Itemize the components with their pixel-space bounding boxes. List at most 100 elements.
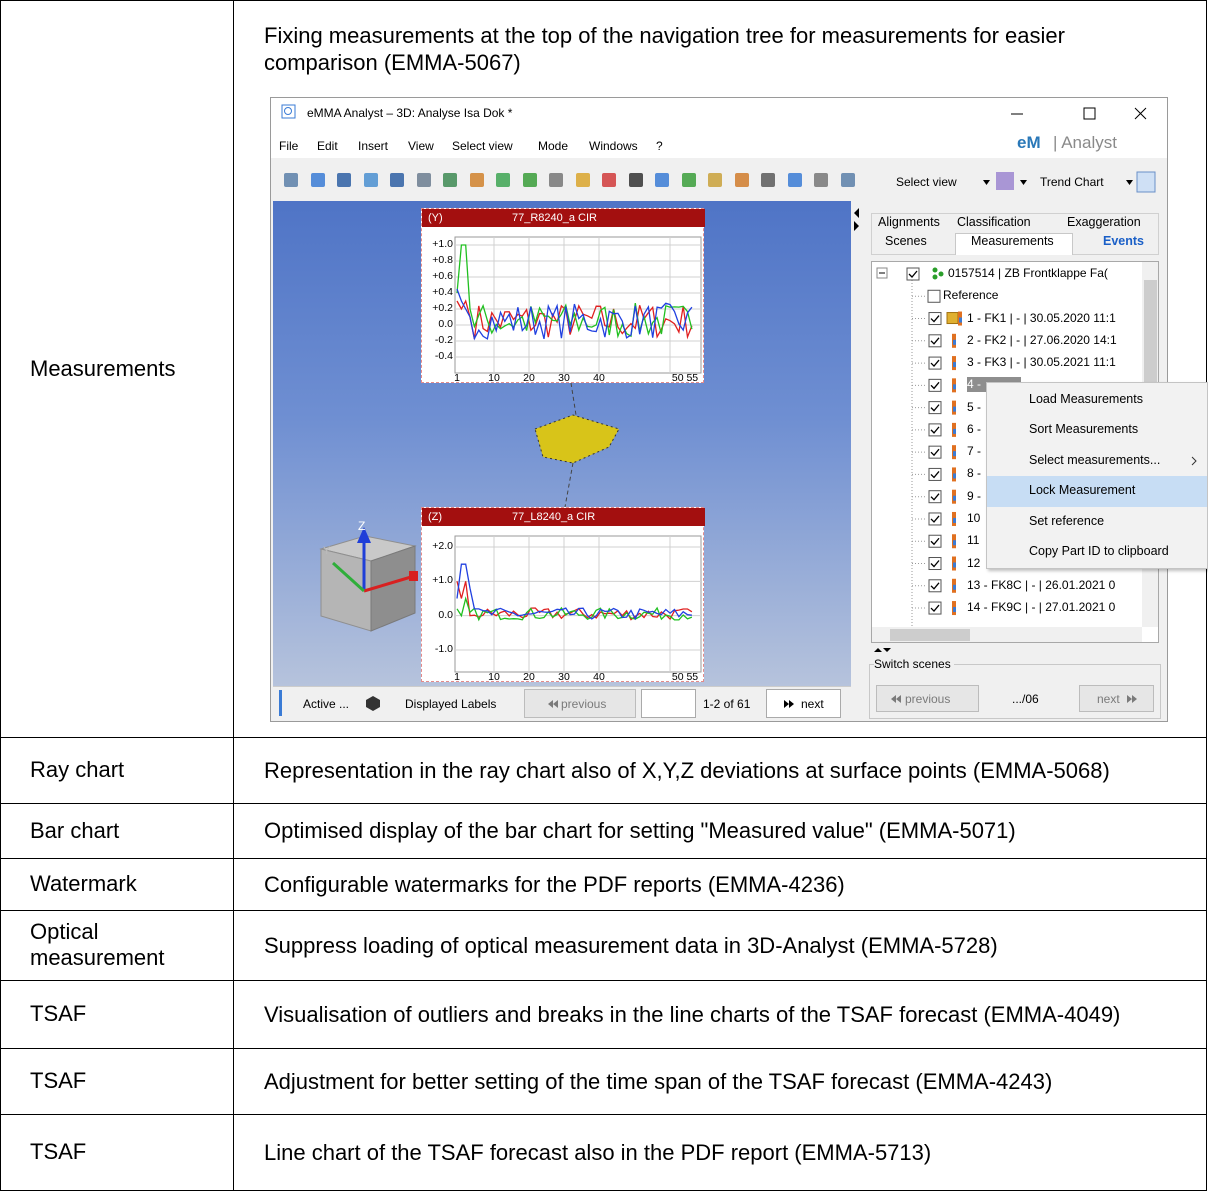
scroll-thumb (890, 629, 970, 641)
checkbox (928, 601, 942, 615)
row-description: Suppress loading of optical measurement … (264, 932, 998, 958)
collapse-arrows (874, 648, 891, 652)
checkmark (930, 582, 940, 590)
tree-item: 6 - (967, 421, 982, 436)
context-menu: Load Measurements Sort Measurements Select… (986, 382, 1208, 569)
icon-shape (469, 173, 484, 187)
toolbar-icon (575, 173, 590, 187)
next-label: next (801, 697, 824, 711)
tab: Classification (957, 215, 1031, 229)
x-tick-label: 40 (593, 372, 605, 384)
switch-scenes-group (869, 664, 1161, 719)
mini-chart: (Z) 77_L8240_a CIR +2.0 +1.0 0.0 -1.0 1 10 20 30 4… (421, 507, 705, 683)
caret (1126, 180, 1133, 185)
axis-z-head (357, 527, 371, 543)
row-divider (0, 910, 1207, 911)
checkbox (928, 512, 942, 526)
context-menu-item: Sort Measurements (1029, 422, 1139, 436)
menu-item: View (408, 139, 434, 153)
checkmark (908, 270, 918, 278)
checkmark (930, 604, 940, 613)
row-divider (0, 980, 1207, 981)
row-label: Ray chart (30, 757, 125, 782)
tree-item: 13 - FK8C | - | 26.01.2021 0 (967, 577, 1116, 592)
trace-line (456, 288, 693, 341)
row-description: Visualisation of outliers and breaks in … (264, 1001, 1121, 1027)
y-tick-label: +1.0 (432, 238, 453, 250)
checkbox (928, 445, 942, 459)
toolbar-icon (840, 173, 855, 187)
caret (1020, 180, 1027, 185)
tab: Alignments (878, 215, 940, 229)
toolbar-icon (681, 173, 696, 187)
tree-root: 0157514 | ZB Frontklappe Fa( (948, 266, 1108, 280)
icon-shape (840, 173, 855, 187)
column-divider (233, 0, 234, 1191)
tree-item: 12 (967, 555, 981, 570)
toolbar-icon (337, 173, 351, 187)
menu-item: Mode (538, 139, 569, 153)
x-tick-label: 20 (523, 372, 535, 384)
toolbar-icon (390, 173, 404, 187)
item-icon (953, 495, 956, 501)
x-tick-label: 50 55 (671, 372, 699, 384)
checkmark (930, 537, 940, 546)
item-icon (953, 384, 956, 390)
splitter-arrow (854, 208, 859, 231)
chart-title: 77_L8240_a CIR (512, 511, 596, 523)
trace-line (456, 244, 693, 339)
row-label: TSAF (30, 1068, 87, 1093)
axis-label: Y (323, 545, 331, 557)
chart-plot (454, 236, 702, 374)
tree-lines (876, 267, 962, 642)
checkmark (930, 426, 940, 434)
item-icon (953, 473, 956, 479)
x-tick-label: 40 (593, 671, 605, 683)
icon-shape (522, 173, 537, 187)
x-tick-label: 20 (523, 671, 535, 683)
trend-chart-button: Trend Chart (1040, 175, 1104, 189)
dropdown-carets (983, 171, 1156, 193)
previous-arrow (891, 695, 901, 703)
toolbar-icon (787, 173, 802, 187)
icon-shape (814, 173, 828, 187)
previous-button (524, 689, 636, 718)
x-tick-label: 1 (454, 372, 460, 384)
toolbar-icon (708, 173, 722, 187)
chart-title: 77_R8240_a CIR (512, 212, 598, 224)
checkmark (930, 337, 940, 345)
checkmark (930, 315, 940, 323)
caret (983, 180, 990, 185)
icon-shape (390, 173, 404, 187)
row-divider (0, 858, 1207, 859)
row-label: Bar chart (30, 817, 120, 843)
tree-view: 0157514 | ZB Frontklappe Fa(Reference 1 -… (871, 261, 1159, 643)
submenu-arrow (1191, 456, 1197, 466)
y-tick-label: 0.0 (438, 318, 453, 330)
row-divider (0, 1114, 1207, 1115)
page-input (641, 689, 696, 718)
toolbar-icon (284, 173, 298, 187)
icon-shape (310, 173, 325, 187)
context-menu-item: Select measurements... (1029, 453, 1161, 467)
active-label: Active ... (303, 697, 350, 711)
checkmark (930, 381, 940, 390)
mini-chart: (Y) 77_R8240_a CIR +1.0 +0.8 +0.6 +0.4 +0.2 0.0… (421, 208, 705, 384)
checkmark (930, 404, 940, 412)
context-menu-item: Copy Part ID to clipboard (1029, 544, 1169, 558)
splitter-arrows (854, 208, 859, 231)
arrow (1191, 456, 1197, 466)
next-button (1079, 685, 1154, 712)
context-menu-item: Set reference (1029, 514, 1105, 528)
row-description: Fixing measurements at the top of the na… (264, 23, 1065, 75)
toolbar-icon (655, 173, 669, 187)
x-tick-label: 10 (488, 372, 500, 384)
item-icon (953, 451, 956, 457)
row-description: Line chart of the TSAF forecast also in … (264, 1139, 932, 1165)
item-icon (959, 317, 962, 323)
row-label: TSAF (30, 1139, 87, 1164)
tree-item: Reference (943, 288, 999, 303)
checkbox (928, 490, 942, 504)
brand-em: eM (1017, 133, 1041, 152)
